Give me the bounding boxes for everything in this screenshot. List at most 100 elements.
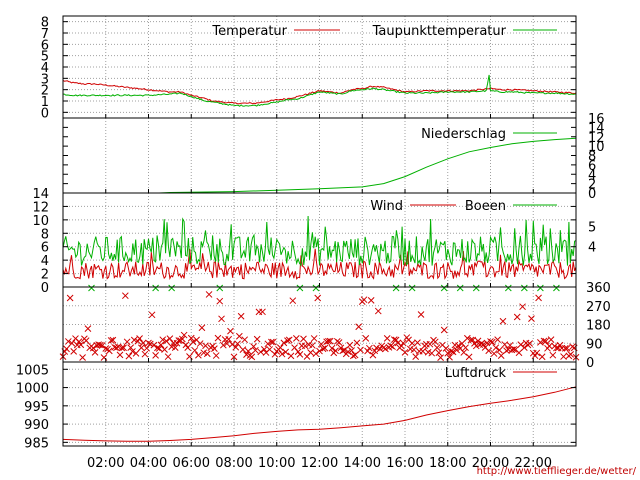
direction-tick-label: 270: [586, 300, 611, 315]
direction-point: [497, 352, 505, 359]
direction-point: [148, 311, 156, 319]
footer-url[interactable]: http://www.tiefflieger.de/wetter/: [477, 466, 637, 477]
direction-point: [125, 352, 133, 360]
direction-point: [417, 311, 425, 318]
direction-point: [351, 351, 359, 359]
rain-tick-label: 10: [588, 140, 605, 155]
direction-point: [312, 350, 320, 358]
x-tick-label: 20:00: [472, 456, 509, 471]
direction-point: [447, 347, 455, 355]
direction-point: [113, 344, 120, 352]
rain-tick-label: 4: [588, 168, 596, 183]
direction-point: [139, 339, 147, 347]
direction-point: [218, 315, 225, 323]
direction-point: [366, 344, 373, 352]
direction-gust-point: [440, 284, 448, 292]
direction-point: [353, 339, 361, 347]
direction-point: [252, 346, 259, 354]
direction-point: [440, 326, 448, 334]
direction-gust-point: [312, 284, 320, 292]
x-tick-label: 08:00: [215, 456, 252, 471]
frame-layer: [62, 15, 577, 447]
direction-point: [162, 337, 170, 345]
direction-point: [138, 344, 145, 352]
text-layer: 0123456780246810121416024681012149859909…: [16, 16, 611, 471]
direction-point: [77, 341, 85, 349]
x-tick-label: 10:00: [258, 456, 295, 471]
direction-point: [387, 342, 395, 350]
direction-point: [268, 338, 275, 346]
wind-tick-label: 0: [41, 281, 49, 296]
direction-point: [399, 339, 407, 347]
direction-point: [480, 341, 487, 348]
direction-point: [198, 324, 206, 332]
wind-right-label: 4: [588, 241, 596, 256]
direction-point: [239, 346, 247, 353]
temp-tick-label: 4: [41, 61, 49, 76]
x-tick-label: 02:00: [87, 456, 124, 471]
direction-gust-point: [456, 284, 464, 292]
direction-tick-label: 180: [586, 319, 611, 334]
direction-point: [282, 348, 290, 356]
legend-boeen-label: Boeen: [465, 199, 506, 214]
direction-point: [549, 351, 557, 359]
direction-point: [435, 349, 443, 357]
temp-tick-label: 6: [41, 38, 49, 53]
direction-point: [130, 336, 138, 344]
direction-point: [307, 349, 314, 356]
direction-point: [561, 345, 569, 352]
direction-point: [408, 339, 416, 347]
direction-point: [241, 336, 249, 344]
direction-point: [428, 349, 436, 357]
direction-gust-point: [168, 284, 176, 292]
series-wind: [62, 248, 577, 281]
direction-point: [227, 327, 234, 335]
direction-point: [269, 338, 277, 346]
direction-gust-point: [152, 284, 159, 292]
direction-point: [460, 349, 468, 356]
x-tick-label: 22:00: [515, 456, 552, 471]
direction-point: [203, 350, 211, 358]
direction-point: [296, 351, 304, 358]
direction-point: [319, 345, 327, 353]
temp-tick-label: 5: [41, 50, 49, 65]
direction-point: [528, 315, 535, 322]
direction-point: [107, 337, 115, 344]
direction-point: [535, 294, 542, 302]
direction-point: [490, 350, 498, 357]
direction-point: [326, 337, 334, 345]
direction-gust-point: [520, 284, 528, 292]
direction-point: [469, 336, 477, 344]
x-tick-label: 14:00: [344, 456, 381, 471]
direction-gust-point: [537, 284, 544, 292]
direction-point: [289, 297, 297, 305]
direction-point: [442, 345, 450, 352]
direction-point: [355, 323, 363, 331]
direction-point: [316, 347, 323, 355]
direction-point: [483, 339, 491, 347]
direction-point: [84, 325, 92, 333]
direction-point: [105, 347, 113, 355]
rain-tick-label: 16: [588, 112, 605, 127]
direction-point: [487, 338, 494, 345]
direction-point: [382, 345, 389, 353]
direction-point: [335, 339, 343, 346]
direction-point: [120, 344, 127, 352]
direction-point: [225, 335, 233, 343]
direction-point: [321, 344, 329, 352]
direction-point: [129, 348, 136, 355]
wind-right-label: 5: [588, 221, 596, 236]
x-tick-label: 16:00: [386, 456, 423, 471]
direction-point: [533, 349, 541, 357]
direction-point: [235, 332, 243, 340]
direction-point: [234, 340, 241, 348]
direction-point: [419, 347, 427, 355]
direction-point: [556, 341, 564, 349]
x-tick-label: 12:00: [301, 456, 338, 471]
direction-point: [412, 353, 420, 360]
legend-taupunkt-label: Taupunkttemperatur: [372, 24, 507, 39]
direction-point: [141, 350, 149, 358]
series-luftdruck: [62, 386, 577, 442]
direction-point: [152, 351, 159, 359]
direction-point: [540, 337, 548, 345]
